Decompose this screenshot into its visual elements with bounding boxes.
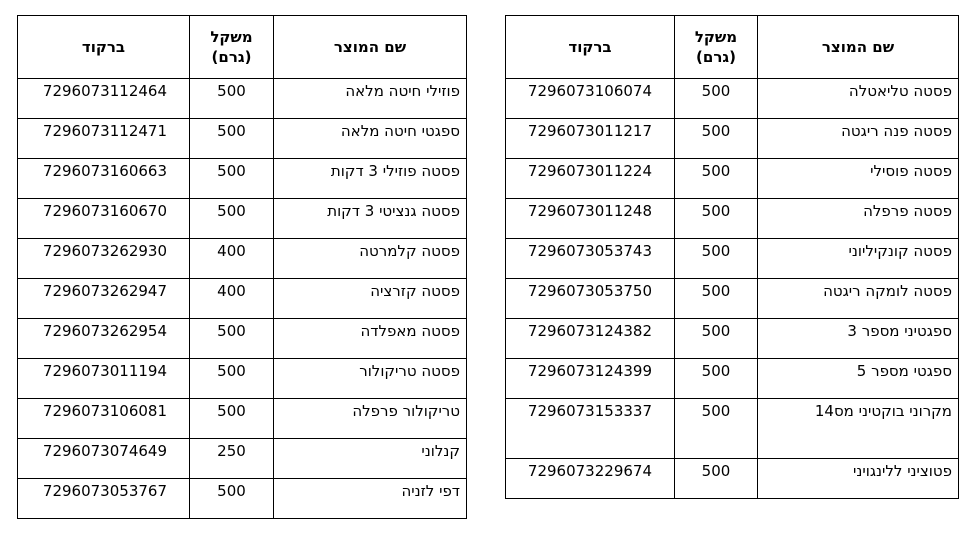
barcode-cell: 7296073053750 <box>505 278 675 319</box>
barcode-cell: 7296073011194 <box>17 358 190 399</box>
product-name-cell: פסטה לומקה ריגטה <box>757 278 959 319</box>
product-name-cell: פסטה פוזילי 3 דקות <box>273 158 467 199</box>
barcode-cell: 7296073124399 <box>505 358 675 399</box>
barcode-cell: 7296073011248 <box>505 198 675 239</box>
weight-cell: 500 <box>189 118 274 159</box>
table-row: מקרוני בוקטיני מס14 500 7296073153337 <box>505 398 959 459</box>
barcode-cell: 7296073160670 <box>17 198 190 239</box>
table-row: פסטה קזרציה 400 7296073262947 <box>17 278 467 319</box>
weight-cell: 500 <box>189 198 274 239</box>
product-name-cell: ספגטיני מספר 3 <box>757 318 959 359</box>
table-row: פסטה מאפלדה 500 7296073262954 <box>17 318 467 359</box>
product-name-cell: פסטה פנה ריגטה <box>757 118 959 159</box>
weight-cell: 500 <box>674 198 758 239</box>
product-name-cell: ספגטי מספר 5 <box>757 358 959 399</box>
table-row: פטוציני ללינגויני 500 7296073229674 <box>505 458 959 499</box>
weight-cell: 500 <box>674 78 758 119</box>
product-name-cell: פסטה טליאטלה <box>757 78 959 119</box>
weight-cell: 400 <box>189 238 274 279</box>
table-row: פסטה טליאטלה 500 7296073106074 <box>505 78 959 119</box>
barcode-cell: 7296073262930 <box>17 238 190 279</box>
product-name-cell: פסטה גנציטי 3 דקות <box>273 198 467 239</box>
product-name-cell: ספגטי חיטה מלאה <box>273 118 467 159</box>
weight-cell: 500 <box>674 318 758 359</box>
header-barcode: ברקוד <box>505 15 675 79</box>
weight-cell: 500 <box>674 278 758 319</box>
product-name-cell: פטוציני ללינגויני <box>757 458 959 499</box>
barcode-cell: 7296073153337 <box>505 398 675 459</box>
barcode-cell: 7296073011217 <box>505 118 675 159</box>
table-row: פסטה פוזילי 3 דקות 500 7296073160663 <box>17 158 467 199</box>
header-barcode: ברקוד <box>17 15 190 79</box>
barcode-cell: 7296073053743 <box>505 238 675 279</box>
product-name-cell: מקרוני בוקטיני מס14 <box>757 398 959 459</box>
barcode-cell: 7296073112464 <box>17 78 190 119</box>
product-name-cell: פסטה טריקולור <box>273 358 467 399</box>
product-name-cell: פוזילי חיטה מלאה <box>273 78 467 119</box>
header-weight: משקל (גרם) <box>189 15 274 79</box>
weight-cell: 250 <box>189 438 274 479</box>
weight-cell: 500 <box>189 478 274 519</box>
weight-cell: 500 <box>189 358 274 399</box>
barcode-cell: 7296073262954 <box>17 318 190 359</box>
products-table-right: שם המוצר משקל (גרם) ברקוד פסטה טליאטלה 50… <box>505 15 959 499</box>
weight-cell: 500 <box>189 398 274 439</box>
barcode-cell: 7296073011224 <box>505 158 675 199</box>
barcode-cell: 7296073124382 <box>505 318 675 359</box>
table-row: פסטה גנציטי 3 דקות 500 7296073160670 <box>17 198 467 239</box>
header-name: שם המוצר <box>273 15 467 79</box>
barcode-cell: 7296073112471 <box>17 118 190 159</box>
barcode-cell: 7296073160663 <box>17 158 190 199</box>
barcode-cell: 7296073106081 <box>17 398 190 439</box>
table-row: פסטה טריקולור 500 7296073011194 <box>17 358 467 399</box>
product-name-cell: טריקולור פרפלה <box>273 398 467 439</box>
product-name-cell: פסטה קונקיליוני <box>757 238 959 279</box>
weight-cell: 500 <box>674 358 758 399</box>
product-name-cell: פסטה קלמרטה <box>273 238 467 279</box>
weight-cell: 500 <box>674 238 758 279</box>
table-row: ספגטי מספר 5 500 7296073124399 <box>505 358 959 399</box>
table-row: ספגטיני מספר 3 500 7296073124382 <box>505 318 959 359</box>
table-row: דפי לזניה 500 7296073053767 <box>17 478 467 519</box>
product-name-cell: פסטה פוסילי <box>757 158 959 199</box>
barcode-cell: 7296073229674 <box>505 458 675 499</box>
weight-cell: 500 <box>189 158 274 199</box>
weight-cell: 500 <box>674 118 758 159</box>
weight-cell: 500 <box>674 458 758 499</box>
table-row: קנלוני 250 7296073074649 <box>17 438 467 479</box>
weight-cell: 500 <box>189 78 274 119</box>
weight-cell: 500 <box>189 318 274 359</box>
table-row: פסטה פוסילי 500 7296073011224 <box>505 158 959 199</box>
table-row: פסטה קונקיליוני 500 7296073053743 <box>505 238 959 279</box>
header-name: שם המוצר <box>757 15 959 79</box>
barcode-cell: 7296073053767 <box>17 478 190 519</box>
barcode-cell: 7296073262947 <box>17 278 190 319</box>
barcode-cell: 7296073074649 <box>17 438 190 479</box>
header-weight: משקל (גרם) <box>674 15 758 79</box>
table-row: פסטה פרפלה 500 7296073011248 <box>505 198 959 239</box>
product-name-cell: פסטה מאפלדה <box>273 318 467 359</box>
weight-cell: 500 <box>674 158 758 199</box>
product-name-cell: דפי לזניה <box>273 478 467 519</box>
table-row: טריקולור פרפלה 500 7296073106081 <box>17 398 467 439</box>
product-name-cell: פסטה קזרציה <box>273 278 467 319</box>
product-name-cell: פסטה פרפלה <box>757 198 959 239</box>
weight-cell: 400 <box>189 278 274 319</box>
table-row: פוזילי חיטה מלאה 500 7296073112464 <box>17 78 467 119</box>
table-row: ספגטי חיטה מלאה 500 7296073112471 <box>17 118 467 159</box>
table-row: פסטה לומקה ריגטה 500 7296073053750 <box>505 278 959 319</box>
barcode-cell: 7296073106074 <box>505 78 675 119</box>
table-row: פסטה פנה ריגטה 500 7296073011217 <box>505 118 959 159</box>
weight-cell: 500 <box>674 398 758 459</box>
table-row: פסטה קלמרטה 400 7296073262930 <box>17 238 467 279</box>
products-table-left: שם המוצר משקל (גרם) ברקוד פוזילי חיטה מל… <box>17 15 467 519</box>
product-name-cell: קנלוני <box>273 438 467 479</box>
